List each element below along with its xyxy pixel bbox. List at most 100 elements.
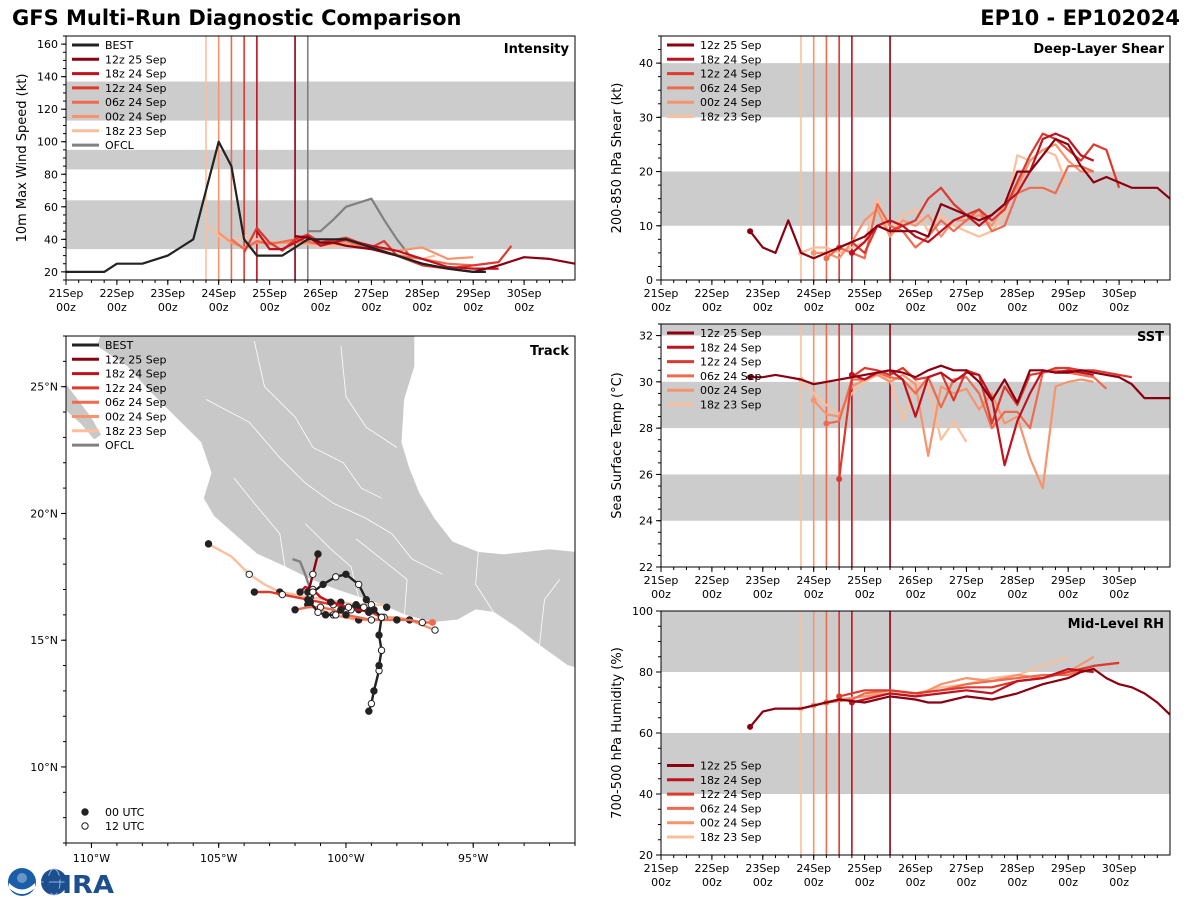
ytick-label: 20: [44, 266, 58, 279]
marker-12utc: [354, 580, 363, 589]
ytick-label: 40: [639, 788, 653, 801]
panel-track: 110°W 105°W 100°W 95°W 10°N 15°N 20°N 25°N Track…: [30, 335, 576, 865]
xtick-sublabel: 00z: [651, 876, 671, 889]
xtick-sublabel: 00z: [804, 301, 824, 314]
xtick-sublabel: 00z: [1058, 301, 1078, 314]
y-axis-label: 10m Max Wind Speed (kt): [15, 74, 30, 243]
xtick-label: 23Sep: [745, 862, 780, 875]
panel-sst: 22242628303221Sep00z22Sep00z23Sep00z24Se…: [610, 323, 1171, 601]
ytick-label: 10°N: [30, 761, 58, 774]
band-1: [66, 149, 575, 170]
legend-label-12z-24-sep: 12z 24 Sep: [700, 788, 762, 801]
marker-12utc: [332, 573, 340, 581]
xtick-sublabel: 00z: [702, 876, 722, 889]
xtick-sublabel: 00z: [906, 301, 926, 314]
series-best: [66, 140, 486, 273]
panel-title: Mid-Level RH: [1068, 617, 1164, 632]
ytick-label: 40: [639, 57, 653, 70]
xtick-label: 26Sep: [898, 574, 933, 587]
noaa-icon: [8, 868, 36, 896]
xtick-sublabel: 00z: [855, 588, 875, 601]
legend-label-18z-24-sep: 18z 24 Sep: [700, 341, 762, 354]
marker-00utc: [204, 540, 213, 548]
xtick-label: 26Sep: [898, 862, 933, 875]
state-border-1: [253, 341, 382, 499]
ytick-label: 60: [44, 201, 58, 214]
xtick-sublabel: 00z: [1007, 301, 1027, 314]
xtick-sublabel: 00z: [107, 301, 127, 314]
xtick-sublabel: 00z: [753, 301, 773, 314]
xtick-sublabel: 00z: [906, 588, 926, 601]
marker-00utc: [352, 601, 360, 609]
marker-00utc: [365, 707, 373, 715]
marker-00utc: [370, 687, 378, 695]
band-0: [661, 733, 1170, 794]
panel-title: SST: [1137, 330, 1164, 345]
xtick-sublabel: 00z: [56, 301, 76, 314]
baja-land: [66, 382, 103, 441]
xtick-sublabel: 00z: [855, 876, 875, 889]
xtick-label: 27Sep: [949, 574, 984, 587]
xtick-sublabel: 00z: [804, 876, 824, 889]
plot-area: [661, 36, 1170, 280]
legend-label-06z-24-sep: 06z 24 Sep: [700, 82, 762, 95]
init-marker-12z-25-sep: [747, 374, 754, 381]
xtick-sublabel: 00z: [957, 876, 977, 889]
ytick-label: 140: [37, 71, 58, 84]
legend-label-18z-23-sep: 18z 23 Sep: [700, 111, 762, 124]
legend-label-06z-24-sep: 06z 24 Sep: [700, 370, 762, 383]
marker-00utc: [291, 606, 299, 614]
band-0: [661, 474, 1170, 521]
marker-00utc: [326, 598, 335, 606]
cira-globe-icon: [41, 868, 67, 896]
marker-00utc: [382, 603, 391, 611]
xtick-sublabel: 00z: [651, 588, 671, 601]
legend-label-18z-23-sep: 18z 23 Sep: [105, 125, 167, 138]
xtick-sublabel: 00z: [463, 301, 483, 314]
ytick-label: 80: [639, 666, 653, 679]
xtick-label: 22Sep: [695, 862, 730, 875]
marker-12utc: [278, 590, 287, 599]
xtick-label: 24Sep: [796, 287, 831, 300]
band-2: [66, 81, 575, 121]
ytick-label: 100: [632, 605, 653, 618]
panel-title: Deep-Layer Shear: [1033, 42, 1164, 57]
band-0: [661, 171, 1170, 226]
xtick-label: 25Sep: [847, 287, 882, 300]
legend-label-00z-24-sep: 00z 24 Sep: [700, 384, 762, 397]
xtick-label: 22Sep: [695, 287, 730, 300]
marker-12utc: [344, 603, 353, 611]
track-ofcl: [292, 557, 312, 590]
xtick-label: 25Sep: [252, 287, 287, 300]
xtick-label: 29Sep: [1051, 862, 1086, 875]
band-1: [661, 63, 1170, 118]
ytick-label: 160: [37, 38, 58, 51]
series-12z-25-sep: [749, 137, 1170, 260]
marker-00utc: [342, 611, 350, 619]
legend-label-18z-23-sep: 18z 23 Sep: [105, 425, 167, 438]
y-axis-label: 200-850 hPa Shear (kt): [610, 83, 625, 234]
series-18z-24-sep: [256, 230, 499, 270]
plot-area: [66, 36, 575, 280]
xtick-label: 23Sep: [150, 287, 185, 300]
legend-label-ofcl: OFCL: [105, 439, 135, 452]
state-border-2: [233, 477, 286, 567]
xtick-sublabel: 00z: [158, 301, 178, 314]
xtick-label: 27Sep: [949, 287, 984, 300]
legend-marker-12utc: [81, 822, 89, 830]
xtick-label: 24Sep: [796, 574, 831, 587]
init-marker-12z-25-sep: [747, 228, 754, 235]
marker-00utc: [362, 595, 371, 604]
band-0: [66, 200, 575, 250]
track-end-06z-24-sep: [428, 618, 436, 626]
panel-title: Intensity: [504, 42, 570, 57]
storm-id: EP10 - EP102024: [980, 6, 1180, 30]
marker-12utc: [418, 618, 426, 627]
ytick-label: 24: [639, 515, 653, 528]
xtick-sublabel: 00z: [1109, 301, 1129, 314]
xtick-label: 22Sep: [100, 287, 135, 300]
state-border-4: [355, 538, 408, 615]
legend-label-00z-24-sep: 00z 24 Sep: [700, 817, 762, 830]
xtick-sublabel: 00z: [1109, 588, 1129, 601]
cira-logo: CIRA: [6, 866, 116, 899]
